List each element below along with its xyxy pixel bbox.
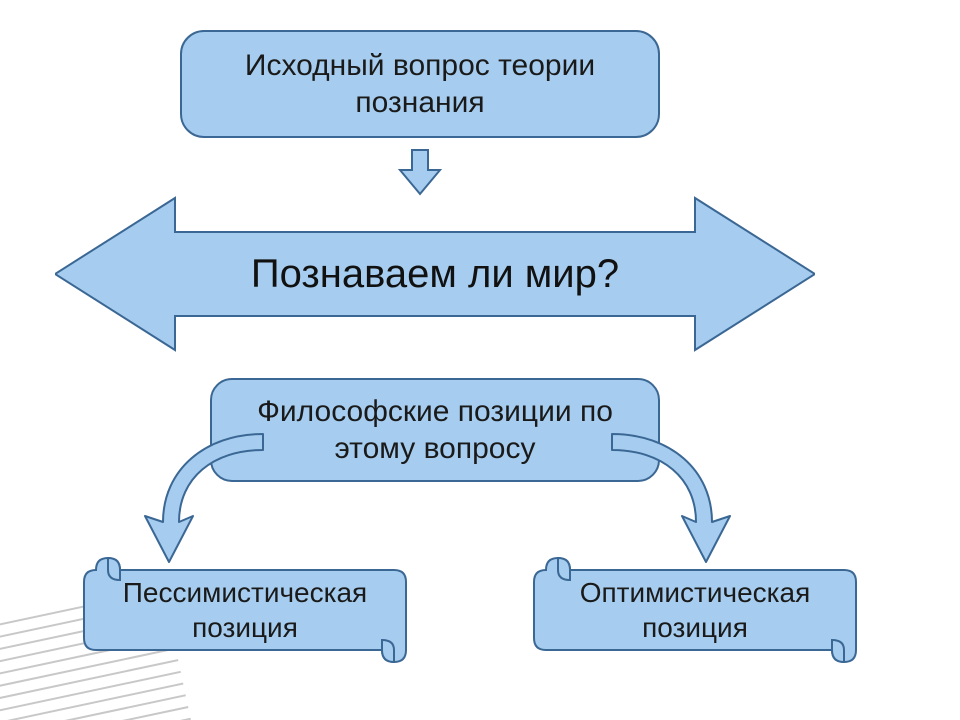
positions-text: Философские позиции по этому вопросу: [230, 393, 640, 468]
curved-arrow-left-icon: [135, 410, 275, 570]
down-arrow-icon: [396, 148, 444, 196]
source-question-text: Исходный вопрос теории познания: [202, 47, 638, 122]
positions-box: Философские позиции по этому вопросу: [210, 378, 660, 482]
knowable-arrow: [55, 194, 815, 354]
curved-arrow-right-icon: [600, 410, 740, 570]
source-question-box: Исходный вопрос теории познания: [180, 30, 660, 138]
optimistic-scroll: [530, 556, 860, 664]
pessimistic-scroll: [80, 556, 410, 664]
